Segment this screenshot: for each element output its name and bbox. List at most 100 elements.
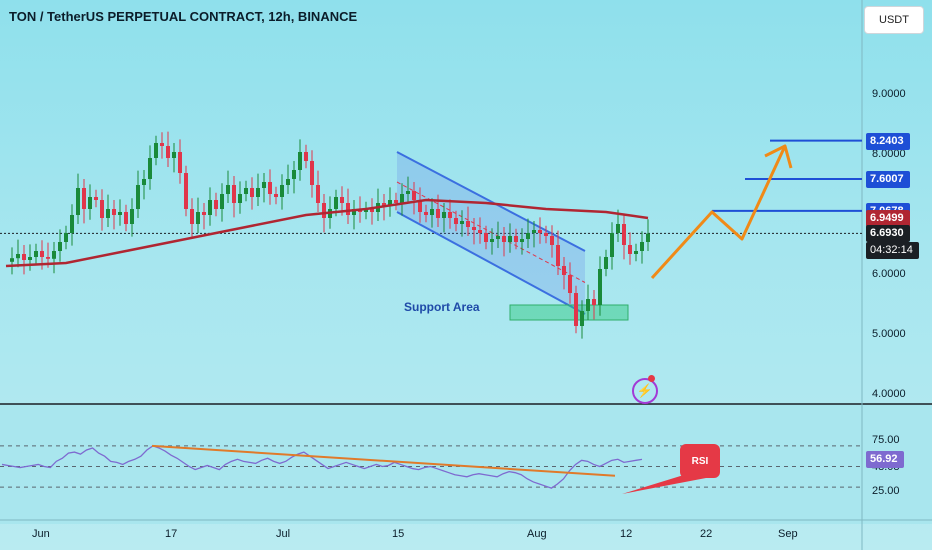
channel-upper-line [396,151,586,252]
moving-average-line [5,198,649,268]
candle-body [406,191,410,194]
channel-fill [397,152,585,314]
candle-body [58,242,62,251]
price-tag-7-6007: 7.6007 [866,170,910,188]
y-tick-label: 8.0000 [872,148,906,160]
candle-body [526,233,530,239]
candle-body [394,200,398,203]
candle-body [400,194,404,203]
candle-body [238,194,242,203]
price-tag-6-9499: 6.9499 [866,210,910,227]
candle-body [46,257,50,259]
x-tick-label: 12 [620,528,633,540]
candle-body [334,197,338,209]
y-tick-label: 4.0000 [872,388,906,400]
candle-body [88,197,92,209]
candle-body [304,152,308,161]
support-area-label: Support Area [404,300,480,314]
candle-body [592,299,596,305]
projection-arrowhead [764,144,793,169]
candle-body [622,224,626,245]
candle-body [124,212,128,224]
candle-body [412,191,416,200]
projection-arrow-line [650,145,787,280]
countdown-tag: 04:32:14 [866,242,919,260]
candle-body [166,146,170,158]
candle-body [550,236,554,245]
candle-body [634,251,638,254]
x-tick-label: Jun [32,528,50,540]
x-tick-label: Sep [778,528,798,540]
candle-body [196,212,200,224]
candle-body [28,257,32,260]
candle-body [256,188,260,197]
candle-body [478,230,482,233]
rsi-trendline [151,444,616,477]
y-tick-label: 9.0000 [872,88,906,100]
candle-body [442,212,446,218]
candle-body [106,209,110,218]
candle-body [118,212,122,215]
candle-body [268,182,272,194]
channel-lower-line [396,211,586,315]
candle-body [604,257,608,269]
rsi-panel-bg [0,404,932,524]
rsi-line [1,445,643,489]
candle-body [16,254,20,259]
lightning-icon[interactable]: ⚡ [632,378,658,404]
candle-body [574,293,578,326]
rsi-y-tick-label: 75.00 [872,433,900,446]
candle-body [220,194,224,209]
x-tick-label: Aug [527,528,547,540]
candle-body [34,251,38,257]
candle-body [94,197,98,200]
candle-body [340,197,344,203]
candle-body [484,233,488,242]
currency-unit-button[interactable]: USDT [864,6,924,34]
candle-body [502,236,506,242]
candle-body [346,203,350,215]
candle-body [286,179,290,185]
candle-body [430,209,434,215]
candle-body [232,185,236,203]
candle-body [130,209,134,224]
candle-body [250,188,254,197]
candle-body [514,236,518,242]
candle-body [262,182,266,188]
candle-body [178,152,182,173]
y-tick-label: 5.0000 [872,328,906,340]
candle-body [508,236,512,242]
candle-body [112,209,116,215]
candle-body [64,233,68,242]
candle-body [562,266,566,275]
candle-body [418,200,422,212]
candle-body [352,209,356,215]
candle-body [520,239,524,242]
candle-body [598,269,602,305]
candle-body [274,194,278,197]
candle-body [640,242,644,251]
candle-body [190,209,194,224]
candle-body [136,185,140,209]
candle-body [544,233,548,236]
candle-body [298,152,302,170]
candle-body [424,212,428,215]
candle-body [172,152,176,158]
candle-body [616,224,620,233]
candle-body [388,200,392,206]
candle-body [292,170,296,179]
candle-body [148,158,152,179]
candle-body [628,245,632,254]
candle-body [184,173,188,209]
candle-body [40,251,44,257]
candle-body [532,230,536,233]
candle-body [100,200,104,218]
rsi-badge: RSI [680,444,720,478]
candle-body [226,185,230,194]
x-tick-label: 17 [165,528,178,540]
rsi-y-tick-label: 25.00 [872,485,900,498]
candle-body [310,161,314,185]
x-tick-label: 22 [700,528,713,540]
y-tick-label: 6.0000 [872,268,906,280]
